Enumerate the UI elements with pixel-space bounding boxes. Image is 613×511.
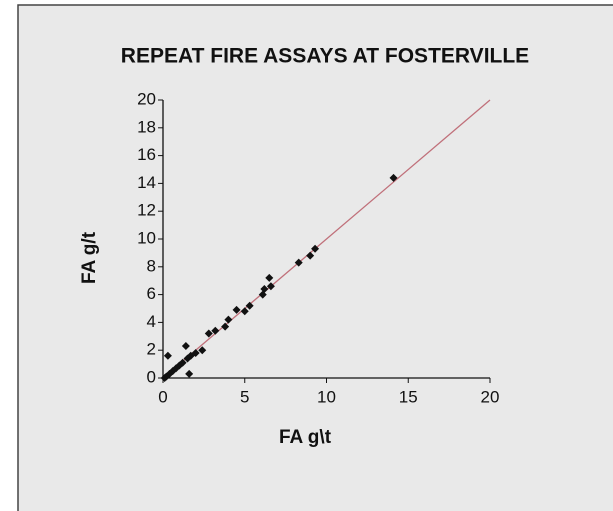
point	[389, 173, 398, 182]
x-tick-label: 15	[399, 387, 418, 406]
point	[185, 369, 194, 378]
x-tick-label: 20	[481, 387, 500, 406]
point	[266, 282, 275, 291]
point	[204, 329, 213, 338]
y-tick-label: 12	[137, 201, 156, 220]
point	[198, 346, 207, 355]
y-tick-label: 10	[137, 228, 156, 247]
x-axis-label: FA g\t	[279, 427, 332, 448]
point	[240, 307, 249, 316]
point	[191, 348, 200, 357]
point	[163, 351, 172, 360]
y-tick-label: 14	[137, 173, 156, 192]
x-tick-label: 0	[158, 387, 167, 406]
point	[178, 358, 187, 367]
point	[232, 305, 241, 314]
y-tick-label: 18	[137, 117, 156, 136]
point	[306, 251, 315, 260]
y-tick-label: 6	[147, 284, 156, 303]
point	[211, 326, 220, 335]
chart-title: REPEAT FIRE ASSAYS AT FOSTERVILLE	[121, 45, 529, 68]
point	[181, 342, 190, 351]
y-tick-label: 8	[147, 256, 156, 275]
point	[265, 273, 274, 282]
panel	[17, 4, 613, 511]
point	[294, 258, 303, 267]
point	[260, 285, 269, 294]
x-tick-label: 5	[240, 387, 249, 406]
y-tick-label: 0	[147, 367, 156, 386]
point	[245, 301, 254, 310]
point	[224, 315, 233, 324]
y-tick-label: 20	[137, 89, 156, 108]
y-tick-label: 2	[147, 340, 156, 359]
y-axis-label: FA g/t	[79, 231, 100, 284]
point	[221, 322, 230, 331]
y-tick-label: 16	[137, 145, 156, 164]
x-tick-label: 10	[317, 387, 336, 406]
y-tick-label: 4	[147, 312, 156, 331]
point	[311, 244, 320, 253]
